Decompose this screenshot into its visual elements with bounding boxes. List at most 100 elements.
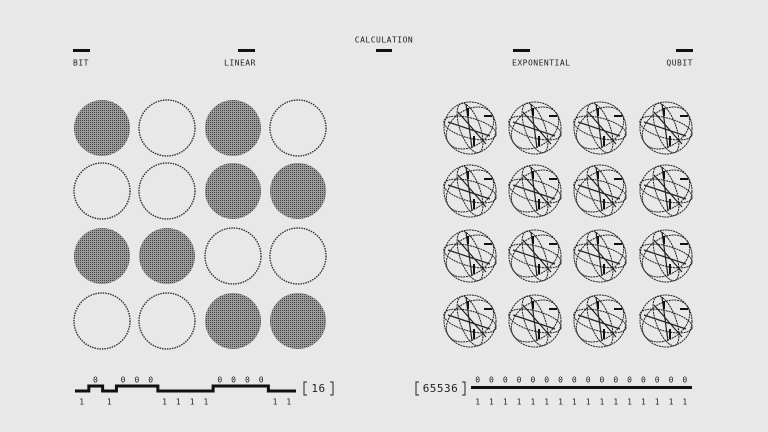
register-digit: 1 — [503, 398, 508, 407]
sphere-ring — [639, 243, 693, 269]
sphere-tick — [467, 108, 492, 146]
register-digit: 1 — [530, 398, 535, 407]
register-digit: 1 — [600, 398, 605, 407]
register-digit: 0 — [517, 376, 522, 385]
bit-circle — [73, 162, 131, 220]
register-digit: 0 — [544, 376, 549, 385]
sphere-tick — [597, 236, 622, 274]
register-digit: 1 — [682, 398, 687, 407]
register-digit: 0 — [627, 376, 632, 385]
sphere-outline — [573, 101, 627, 155]
sphere-outline — [573, 164, 627, 218]
sphere-tick — [597, 301, 622, 339]
sphere-tick — [597, 171, 622, 209]
bit-digit: 0 — [121, 376, 126, 385]
bit-digit: 0 — [231, 376, 236, 385]
sphere-ring — [586, 230, 614, 282]
dash — [238, 49, 255, 52]
sphere-ring — [508, 178, 562, 204]
register-digit: 1 — [627, 398, 632, 407]
register-digit: 1 — [586, 398, 591, 407]
bit-circle — [138, 99, 196, 157]
qubit-sphere — [443, 101, 497, 155]
sphere-ring — [443, 115, 497, 141]
bit-digit: 1 — [190, 398, 195, 407]
sphere-outline — [508, 229, 562, 283]
register-digit: 1 — [558, 398, 563, 407]
bit-circle — [74, 100, 130, 156]
qubit-sphere — [573, 101, 627, 155]
sphere-tick — [663, 171, 688, 209]
register-digit: 1 — [489, 398, 494, 407]
qubit-sphere — [573, 164, 627, 218]
qubit-sphere — [443, 164, 497, 218]
register-digit: 0 — [613, 376, 618, 385]
bit-digit: 0 — [217, 376, 222, 385]
bit-circle — [269, 99, 327, 157]
bracket — [303, 381, 334, 396]
sphere-ring — [521, 165, 549, 217]
register-digit: 1 — [641, 398, 646, 407]
bit-digit: 0 — [134, 376, 139, 385]
sphere-outline — [443, 229, 497, 283]
register-digit: 1 — [669, 398, 674, 407]
bit-digit: 0 — [245, 376, 250, 385]
bit-circle — [269, 227, 327, 285]
register-digit: 1 — [544, 398, 549, 407]
bit-circle — [270, 163, 326, 219]
sphere-outline — [573, 229, 627, 283]
bit-digit: 1 — [107, 398, 112, 407]
sphere-ring — [652, 295, 680, 347]
sphere-ring — [639, 115, 693, 141]
bit-circle — [205, 100, 261, 156]
register-digit: 0 — [586, 376, 591, 385]
bit-digit: 1 — [204, 398, 209, 407]
sphere-ring — [652, 102, 680, 154]
sphere-ring — [639, 308, 693, 334]
sphere-ring — [443, 308, 497, 334]
sphere-ring — [521, 295, 549, 347]
sphere-ring — [521, 102, 549, 154]
label: QUBIT — [666, 59, 693, 68]
sphere-ring — [586, 165, 614, 217]
bit-digit: 1 — [286, 398, 291, 407]
bit-circle — [270, 293, 326, 349]
label: LINEAR — [224, 59, 256, 68]
register-digit: 0 — [669, 376, 674, 385]
sphere-ring — [456, 102, 484, 154]
bit-digit: 0 — [93, 376, 98, 385]
register-digit: 1 — [517, 398, 522, 407]
sphere-ring — [573, 308, 627, 334]
bit-count: 16 — [311, 382, 325, 395]
qubit-sphere — [508, 164, 562, 218]
bit-circle — [74, 228, 130, 284]
bit-digit: 1 — [176, 398, 181, 407]
bit-digit: 1 — [273, 398, 278, 407]
sphere-ring — [652, 165, 680, 217]
qubit-sphere — [443, 229, 497, 283]
qubit-sphere — [639, 101, 693, 155]
sphere-ring — [639, 178, 693, 204]
register-digit: 0 — [503, 376, 508, 385]
bit-circle — [205, 163, 261, 219]
qubit-sphere — [508, 101, 562, 155]
register-digit: 0 — [682, 376, 687, 385]
sphere-ring — [573, 178, 627, 204]
sphere-tick — [597, 108, 622, 146]
bit-digit: 0 — [148, 376, 153, 385]
register-digit: 0 — [572, 376, 577, 385]
qubit-sphere — [639, 294, 693, 348]
sphere-ring — [652, 230, 680, 282]
sphere-outline — [508, 294, 562, 348]
sphere-outline — [573, 294, 627, 348]
sphere-tick — [532, 171, 557, 209]
register-digit: 0 — [475, 376, 480, 385]
qubit-sphere — [508, 229, 562, 283]
sphere-outline — [639, 229, 693, 283]
sphere-outline — [639, 101, 693, 155]
dash — [676, 49, 693, 52]
register-digit: 0 — [530, 376, 535, 385]
register-digit: 1 — [613, 398, 618, 407]
register-digit: 0 — [489, 376, 494, 385]
